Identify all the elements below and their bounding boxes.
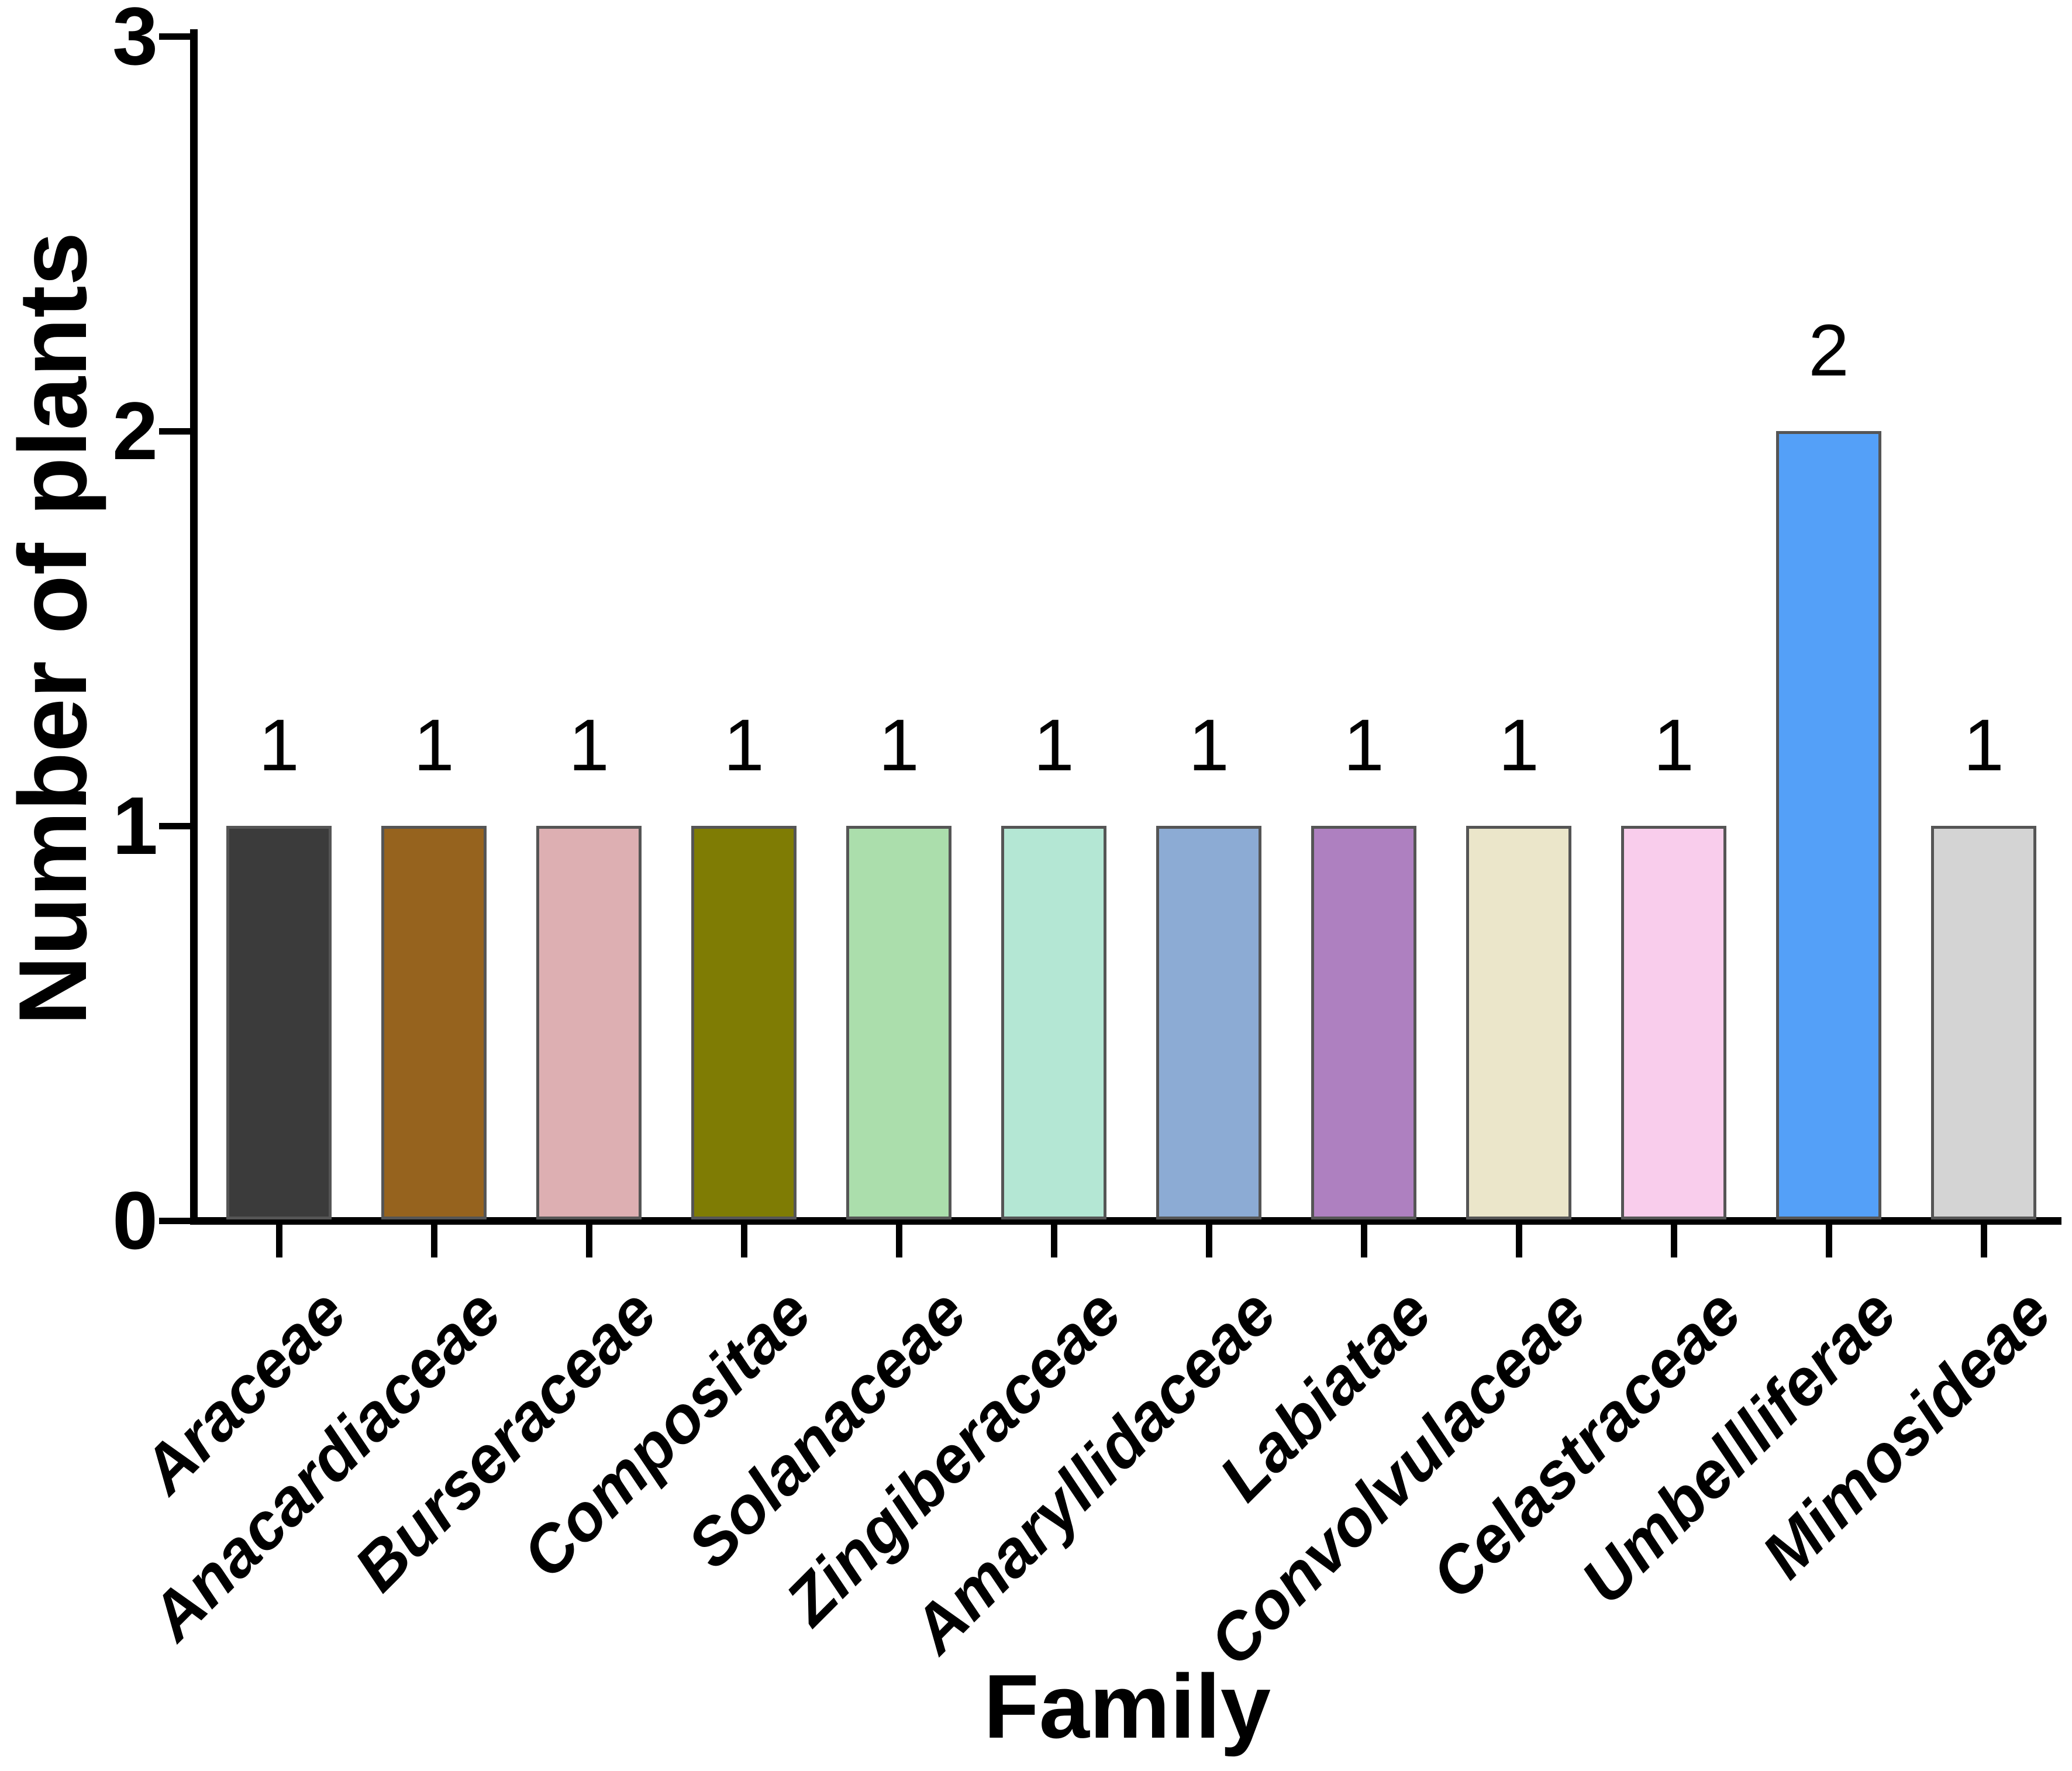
x-axis-line [190,1217,2061,1225]
bar-value-label: 1 [723,705,764,786]
bar-value-label: 1 [258,705,299,786]
x-tick [1516,1224,1522,1257]
bar-compositae [691,826,797,1219]
bar-value-label: 1 [1343,705,1384,786]
y-tick [159,1218,191,1224]
bar-value-label: 1 [1653,705,1694,786]
bar-convolvulaceae [1466,826,1571,1219]
bar-labiatae [1311,826,1416,1219]
bar-value-label: 1 [1963,705,2004,786]
bar-value-label: 1 [878,705,919,786]
x-tick [1206,1224,1212,1257]
y-tick-label: 1 [112,780,158,871]
bar-burseraceae [536,826,642,1219]
bar-amaryllidaceae [1156,826,1261,1219]
y-tick [159,428,191,435]
bar-value-label: 2 [1808,310,1849,391]
x-axis-title: Family [983,1656,1271,1757]
y-axis-title: Number of plants [0,232,106,1026]
bar-value-label: 1 [1033,705,1074,786]
y-tick-label: 2 [112,385,158,477]
x-tick [431,1224,437,1257]
x-tick [741,1224,747,1257]
y-tick-label: 3 [112,0,158,82]
bar-value-label: 1 [413,705,454,786]
bar-solanaceae [846,826,951,1219]
x-tick [1671,1224,1677,1257]
bar-araceae [226,826,332,1219]
y-tick-label: 0 [112,1174,158,1266]
bar-mimosideae [1931,826,2036,1219]
y-tick [159,33,191,40]
bar-umbellliferae [1776,431,1881,1219]
y-axis-line [190,29,198,1224]
x-tick [1826,1224,1832,1257]
x-tick [276,1224,282,1257]
bar-celastraceae [1621,826,1726,1219]
bar-value-label: 1 [1188,705,1229,786]
bar-zingiberaceae [1001,826,1106,1219]
bar-value-label: 1 [1498,705,1539,786]
y-tick [159,823,191,829]
x-tick [586,1224,592,1257]
x-tick [1981,1224,1987,1257]
bar-anacardiaceae [381,826,487,1219]
x-tick [1051,1224,1057,1257]
x-tick [1361,1224,1367,1257]
bar-value-label: 1 [568,705,609,786]
x-tick [896,1224,902,1257]
